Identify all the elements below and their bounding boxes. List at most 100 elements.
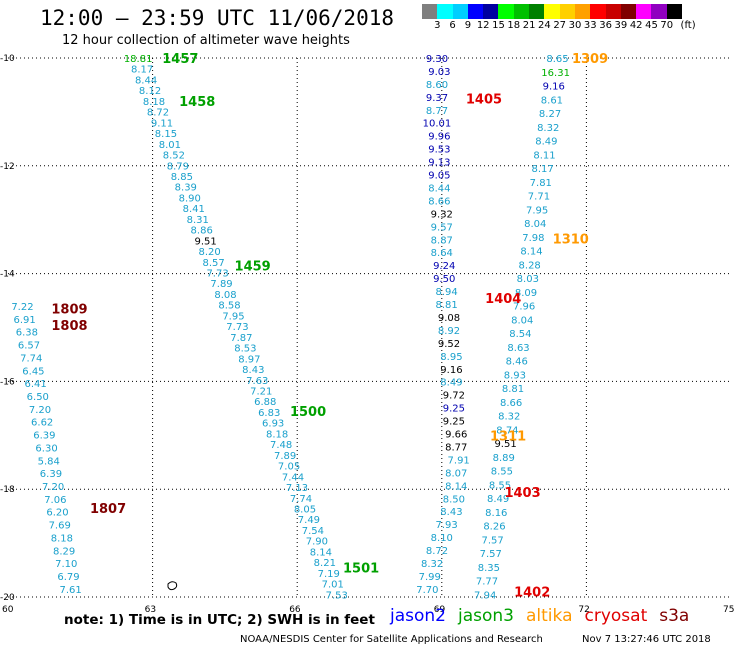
swh-value: 8.18 xyxy=(266,429,288,440)
swh-value: 8.11 xyxy=(533,150,555,161)
swh-value: 8.53 xyxy=(234,344,256,355)
swh-value: 7.48 xyxy=(270,440,292,451)
legend-label: 36 xyxy=(599,20,612,31)
swh-value: 9.53 xyxy=(428,145,450,156)
swh-value: 8.05 xyxy=(294,504,316,515)
swh-value: 8.07 xyxy=(445,468,467,479)
swh-value: 7.81 xyxy=(530,178,552,189)
satellite-legend-jason2: jason2 xyxy=(390,606,446,626)
swh-value: 8.10 xyxy=(431,533,453,544)
swh-value: 7.01 xyxy=(322,580,344,591)
swh-value: 8.16 xyxy=(485,508,507,519)
swh-value: 8.81 xyxy=(435,300,457,311)
legend-swatch xyxy=(620,4,637,19)
swh-value: 9.66 xyxy=(445,430,467,441)
legend-swatch xyxy=(422,4,438,19)
legend-label: 18 xyxy=(507,20,521,31)
swh-value: 8.26 xyxy=(483,522,505,533)
legend-swatch xyxy=(452,4,468,19)
legend-color-bar xyxy=(422,4,728,19)
swh-value: 8.85 xyxy=(171,172,193,183)
legend-swatch xyxy=(666,4,683,19)
legend-label: 33 xyxy=(583,20,597,31)
swh-value: 8.92 xyxy=(438,326,460,337)
swh-value: 8.58 xyxy=(218,301,240,312)
legend-swatch xyxy=(559,4,575,19)
swh-value: 6.38 xyxy=(16,328,38,339)
swh-value: 8.65 xyxy=(546,54,568,65)
credit-line: NOAA/NESDIS Center for Satellite Applica… xyxy=(240,634,543,645)
lon-tick-label: 60 xyxy=(2,605,14,615)
legend-label: 30 xyxy=(568,20,582,31)
swh-value: 9.72 xyxy=(443,391,465,402)
legend-swatch xyxy=(651,4,667,19)
lat-tick-label: -20 xyxy=(0,593,15,603)
legend-label: 39 xyxy=(614,20,628,31)
lat-tick-label: -14 xyxy=(0,270,15,280)
legend-swatch xyxy=(513,4,530,19)
swh-value: 7.91 xyxy=(448,455,470,466)
legend-swatch xyxy=(467,4,484,19)
swh-value: 8.49 xyxy=(535,137,557,148)
swh-value: 7.74 xyxy=(290,494,312,505)
lon-tick-label: 66 xyxy=(289,605,301,615)
satellite-legend-altika: altika xyxy=(526,606,573,626)
swh-value: 8.87 xyxy=(431,235,453,246)
pass-number-label: 1404 xyxy=(485,292,521,307)
swh-value: 8.04 xyxy=(511,315,533,326)
legend-label: 9 xyxy=(464,20,472,31)
pass-number-label: 1458 xyxy=(179,95,215,110)
swh-value: 9.08 xyxy=(438,313,460,324)
pass-number-label: 1309 xyxy=(572,52,608,67)
swh-value: 9.96 xyxy=(428,132,450,143)
swh-value: 7.77 xyxy=(476,577,498,588)
legend-label: 3 xyxy=(434,20,441,31)
swh-value: 7.90 xyxy=(306,537,328,548)
swh-value: 8.14 xyxy=(445,481,467,492)
swh-value: 7.20 xyxy=(42,482,64,493)
legend-swatch xyxy=(483,4,499,19)
legend-label: 12 xyxy=(476,20,490,31)
swh-value: 8.64 xyxy=(431,248,453,259)
swh-value: 8.57 xyxy=(202,258,224,269)
generated-time: Nov 7 13:27:46 UTC 2018 xyxy=(582,634,711,645)
swh-value: 8.86 xyxy=(191,226,213,237)
legend-swatch xyxy=(437,4,453,19)
legend-swatch xyxy=(574,4,591,19)
swh-value: 9.50 xyxy=(433,274,455,285)
swh-value: 9.51 xyxy=(494,439,516,450)
swh-value: 8.46 xyxy=(506,357,528,368)
swh-value: 9.24 xyxy=(433,261,455,272)
legend-label: 45 xyxy=(645,20,658,31)
swh-value: 8.32 xyxy=(498,412,520,423)
swh-value: 8.08 xyxy=(214,290,236,301)
swh-value: 6.62 xyxy=(31,418,53,429)
swh-value: 7.73 xyxy=(226,322,248,333)
swh-value: 8.01 xyxy=(159,140,181,151)
satellite-legend: jason2 jason3 altika cryosat s3a xyxy=(390,606,701,626)
swh-value: 8.20 xyxy=(198,247,220,258)
swh-value: 18.81 xyxy=(124,54,153,65)
swh-value: 8.44 xyxy=(428,183,450,194)
swh-value: 9.16 xyxy=(440,365,462,376)
lon-tick-label: 63 xyxy=(145,605,156,615)
swh-value: 8.43 xyxy=(440,507,462,518)
swh-value: 7.05 xyxy=(278,462,300,473)
swh-value: 8.49 xyxy=(487,494,509,505)
lat-tick-label: -12 xyxy=(0,162,15,172)
swh-value: 16.31 xyxy=(541,68,570,79)
swh-value: 8.52 xyxy=(163,151,185,162)
swh-value: 8.79 xyxy=(167,161,189,172)
swh-value: 9.16 xyxy=(543,82,565,93)
swh-value: 7.70 xyxy=(416,585,438,596)
swh-value: 8.15 xyxy=(155,129,177,140)
legend-label: (ft) xyxy=(680,20,696,31)
swh-value: 6.39 xyxy=(40,469,62,480)
swh-value: 9.25 xyxy=(443,404,465,415)
swh-value: 7.20 xyxy=(29,405,51,416)
swh-value: 9.03 xyxy=(428,67,450,78)
swh-value: 7.22 xyxy=(11,302,33,313)
pass-number-label: 1405 xyxy=(466,92,502,107)
legend-swatch xyxy=(498,4,514,19)
pass-number-label: 1457 xyxy=(162,52,198,67)
